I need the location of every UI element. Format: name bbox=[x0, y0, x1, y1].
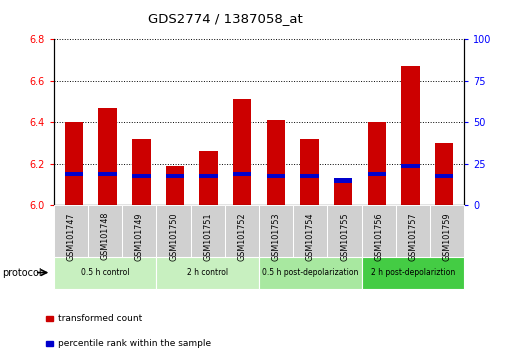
Bar bbox=[200, 174, 218, 178]
Text: 2 h control: 2 h control bbox=[187, 268, 228, 277]
Bar bbox=[233, 172, 251, 176]
Text: GSM101750: GSM101750 bbox=[169, 212, 178, 261]
Bar bbox=[367, 122, 386, 205]
Bar bbox=[132, 139, 151, 205]
Text: GSM101752: GSM101752 bbox=[238, 212, 246, 261]
Text: GSM101757: GSM101757 bbox=[408, 212, 418, 261]
Bar bbox=[166, 166, 184, 205]
Text: GSM101753: GSM101753 bbox=[272, 212, 281, 261]
Bar bbox=[98, 108, 117, 205]
Bar bbox=[166, 174, 184, 178]
Bar bbox=[300, 174, 319, 178]
Text: GSM101748: GSM101748 bbox=[101, 212, 110, 261]
Bar bbox=[267, 174, 285, 178]
Text: GSM101749: GSM101749 bbox=[135, 212, 144, 261]
Text: percentile rank within the sample: percentile rank within the sample bbox=[58, 339, 211, 348]
Text: GSM101755: GSM101755 bbox=[340, 212, 349, 261]
Bar bbox=[435, 174, 453, 178]
Bar bbox=[401, 66, 420, 205]
Text: protocol: protocol bbox=[3, 268, 42, 278]
Bar bbox=[300, 139, 319, 205]
Bar bbox=[132, 174, 151, 178]
Bar bbox=[65, 172, 83, 176]
Bar bbox=[267, 120, 285, 205]
Text: 0.5 h control: 0.5 h control bbox=[81, 268, 129, 277]
Bar bbox=[233, 99, 251, 205]
Bar bbox=[98, 172, 117, 176]
Text: GSM101754: GSM101754 bbox=[306, 212, 315, 261]
Text: GSM101756: GSM101756 bbox=[374, 212, 383, 261]
Bar bbox=[65, 122, 83, 205]
Bar bbox=[367, 172, 386, 176]
Text: transformed count: transformed count bbox=[58, 314, 142, 323]
Bar bbox=[334, 178, 352, 183]
Text: 0.5 h post-depolarization: 0.5 h post-depolarization bbox=[262, 268, 359, 277]
Text: GSM101751: GSM101751 bbox=[203, 212, 212, 261]
Text: GSM101747: GSM101747 bbox=[67, 212, 75, 261]
Text: GSM101759: GSM101759 bbox=[443, 212, 451, 261]
Text: GDS2774 / 1387058_at: GDS2774 / 1387058_at bbox=[148, 12, 303, 25]
Bar bbox=[435, 143, 453, 205]
Bar bbox=[401, 164, 420, 168]
Bar bbox=[200, 151, 218, 205]
Bar bbox=[334, 182, 352, 205]
Text: 2 h post-depolariztion: 2 h post-depolariztion bbox=[371, 268, 455, 277]
